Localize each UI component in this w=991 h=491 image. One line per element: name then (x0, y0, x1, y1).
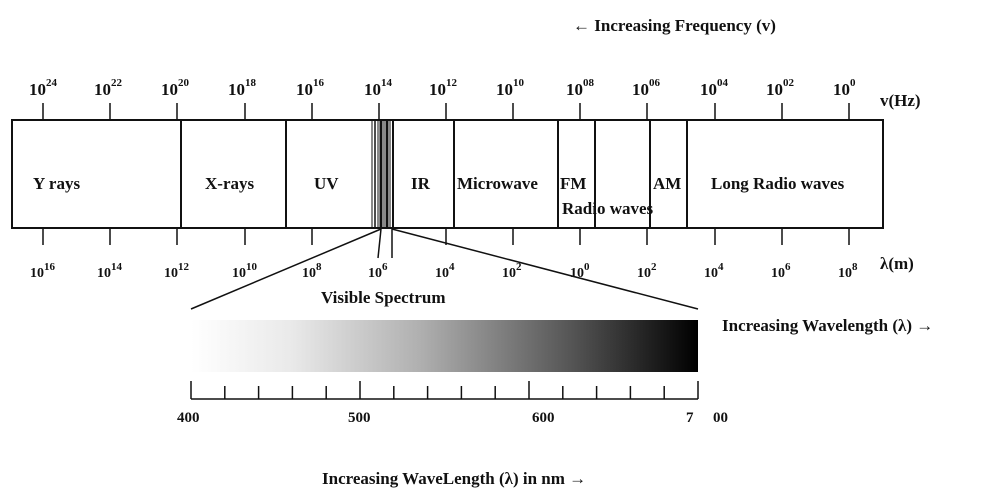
wl-tick-label: 108 (302, 261, 322, 281)
nm-axis-footer: Increasing WaveLength (λ) in nm → (322, 469, 586, 488)
visible-spectrum-gradient (191, 320, 698, 372)
wl-tick-label: 1016 (30, 261, 56, 281)
spectrum-bar: Y rays X-rays UV IR Microwave FM Radio w… (11, 119, 884, 229)
freq-tick-label: 1004 (700, 77, 729, 99)
freq-tick-label: 1018 (228, 77, 257, 99)
band-label-x-rays: X-rays (205, 174, 254, 193)
band-label-microwave: Microwave (457, 174, 538, 193)
nm-scale-label: 500 (348, 410, 371, 426)
zoom-line-left (190, 228, 382, 310)
spectrum-bar-outline (11, 119, 884, 229)
freq-tick-label: 1022 (94, 77, 123, 99)
freq-tick-label: 1002 (766, 77, 795, 99)
freq-tick-label: 1014 (364, 77, 393, 99)
visible-slice (371, 120, 394, 228)
zoom-lines (190, 228, 699, 310)
nanometer-scale (190, 381, 699, 400)
freq-tick-label: 1024 (29, 77, 58, 99)
wl-tick-label: 1014 (97, 261, 123, 281)
nm-scale-label: 7 (686, 410, 694, 426)
frequency-tick-marks (42, 103, 850, 119)
band-label-am: AM (653, 174, 681, 193)
wavelength-direction-label: Increasing Wavelength (λ) → (722, 316, 933, 335)
wl-tick-label: 100 (570, 261, 590, 281)
freq-tick-label: 100 (833, 77, 856, 99)
nm-scale-label: 600 (532, 410, 555, 426)
frequency-tick-labels: 1024 1022 1020 1018 1016 1014 1012 1010 … (29, 77, 856, 99)
band-label-long-radio-waves: Long Radio waves (711, 174, 845, 193)
visible-spectrum-title: Visible Spectrum (321, 288, 446, 307)
freq-tick-label: 1008 (566, 77, 595, 99)
freq-tick-label: 1010 (496, 77, 525, 99)
freq-tick-label: 1016 (296, 77, 325, 99)
nm-scale-label: 00 (713, 410, 728, 426)
band-label-gamma-rays: Y rays (33, 174, 80, 193)
wl-tick-label: 1012 (164, 261, 190, 281)
wl-tick-label: 104 (435, 261, 455, 281)
wl-tick-label: 106 (368, 261, 388, 281)
wavelength-tick-labels: 1016 1014 1012 1010 108 106 104 102 100 … (30, 261, 858, 281)
wl-tick-label: 106 (771, 261, 791, 281)
freq-tick-label: 1020 (161, 77, 190, 99)
frequency-unit-label: v(Hz) (880, 91, 921, 110)
band-label-uv: UV (314, 174, 339, 193)
wl-tick-label: 108 (838, 261, 858, 281)
band-label-ir: IR (411, 174, 431, 193)
wl-tick-label: 102 (637, 261, 657, 281)
wavelength-unit-label: λ(m) (880, 254, 914, 273)
band-label-fm: FM (560, 174, 586, 193)
frequency-direction-label: ← Increasing Frequency (v) (573, 16, 776, 35)
wavelength-tick-marks (42, 229, 850, 245)
band-label-radio-waves: Radio waves (562, 199, 654, 218)
wl-tick-label: 1010 (232, 261, 258, 281)
wl-tick-label: 104 (704, 261, 724, 281)
visible-pointer (377, 228, 382, 259)
freq-tick-label: 1006 (632, 77, 661, 99)
wl-tick-label: 102 (502, 261, 522, 281)
freq-tick-label: 1012 (429, 77, 458, 99)
nm-scale-label: 400 (177, 410, 200, 426)
zoom-line-right (391, 228, 699, 310)
